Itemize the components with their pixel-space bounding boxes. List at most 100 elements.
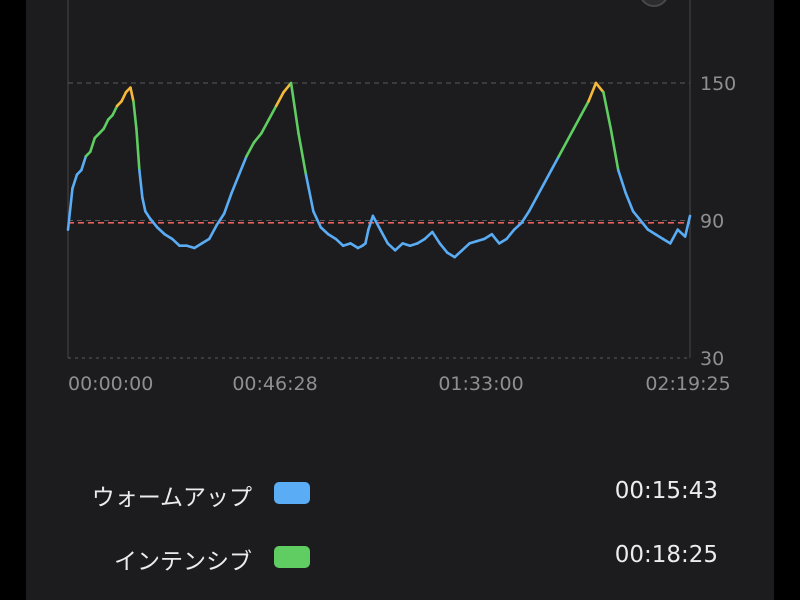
heart-rate-segment [654,232,665,241]
heart-rate-segment [587,81,598,103]
heart-rate-segment [453,248,464,259]
heart-rate-segment [550,155,561,172]
heart-rate-segment [364,228,370,245]
heart-rate-segment [445,251,456,259]
heart-rate-segment [326,232,337,241]
heart-rate-segment [602,90,613,131]
heart-rate-segment [676,228,687,238]
y-tick-label: 90 [700,211,724,233]
heart-rate-segment [155,226,166,236]
heart-rate-segment [132,100,138,131]
chart-panel [26,0,774,600]
heart-rate-segment [349,242,360,250]
heart-rate-segment [129,86,135,103]
heart-rate-segment [579,100,590,117]
heart-rate-segment [144,210,152,220]
heart-rate-segment [631,210,642,222]
y-tick-label: 150 [700,73,736,95]
heart-rate-segment [222,191,233,215]
heart-rate-segment [170,237,181,248]
heart-rate-segment [245,141,256,158]
heart-rate-segment [297,132,308,176]
scrubber-handle[interactable] [640,0,668,7]
legend-swatch-intensive [274,546,310,568]
chart-grid [67,0,691,359]
heart-rate-segment [668,228,680,245]
heart-rate-segment [616,168,627,195]
y-tick-label: 30 [700,348,724,370]
heart-rate-segment [193,242,204,250]
heart-rate-segment [371,214,382,231]
heart-rate-segment [527,196,538,213]
heart-rate-segment [237,155,248,176]
heart-rate-segment [460,242,471,252]
heart-rate-segment [367,214,375,231]
legend-duration-warmup: 00:15:43 [614,478,718,504]
heart-rate-segment [252,132,263,144]
heart-rate-segment [416,237,427,245]
heart-rate-segment [512,221,523,231]
heart-rate-segment [148,216,159,229]
heart-rate-segment [505,228,516,241]
x-tick-label: 01:33:00 [438,373,523,395]
heart-rate-segment [163,232,174,241]
heart-rate-segment [319,226,330,236]
heart-rate-segment [564,127,575,144]
heart-rate-segment [438,242,449,254]
heart-rate-segment [215,212,226,227]
heart-rate-segment [267,104,278,121]
heart-rate-segment [557,141,568,158]
heart-rate-segment [89,136,97,154]
x-tick-label: 00:46:28 [232,373,317,395]
heart-rate-segment [661,237,672,245]
heart-rate-segment [497,237,509,245]
heart-rate-segment [386,242,397,252]
heart-rate-segment [111,104,119,117]
heart-rate-series [66,81,692,259]
heart-rate-segment [423,230,434,241]
x-axis-ticks: 00:00:00 00:46:28 01:33:00 02:19:25 [68,373,731,395]
heart-rate-segment [594,81,605,94]
heart-rate-segment [230,173,241,195]
heart-rate-segment [535,182,546,199]
heart-rate-segment [624,191,635,213]
heart-rate-segment [282,81,293,94]
heart-rate-segment [542,168,553,186]
legend-label-warmup: ウォームアップ [91,485,252,511]
legend-label-intensive: インテンシブ [114,549,252,575]
heart-rate-segment [609,127,620,172]
legend-row-intensive: インテンシブ 00:18:25 [0,536,800,576]
heart-rate-segment [289,81,300,135]
heart-rate-segment [200,237,211,245]
legend-duration-intensive: 00:18:25 [614,542,718,568]
heart-rate-segment [102,118,110,131]
heart-rate-segment [312,210,323,229]
legend-swatch-warmup [274,482,310,504]
heart-rate-segment [379,228,390,245]
legend-row-warmup: ウォームアップ 00:15:43 [0,472,800,512]
heart-rate-segment [639,219,650,231]
heart-rate-segment [683,214,692,238]
x-tick-label: 02:19:25 [645,373,730,395]
heart-rate-segment [520,210,531,225]
heart-rate-segment [141,196,147,213]
x-tick-label: 00:00:00 [68,373,153,395]
heart-rate-segment [646,228,657,236]
heart-rate-segment [120,90,128,103]
heart-rate-segment [260,118,271,135]
heart-rate-segment [66,187,74,231]
heart-rate-segment [431,230,442,245]
heart-rate-segment [274,90,285,108]
heart-rate-segment [572,113,583,131]
heart-rate-segment [483,232,494,241]
heart-rate-segment [138,168,144,199]
y-axis-ticks: 150 90 30 [700,73,736,370]
heart-rate-segment [71,173,79,190]
heart-rate-segment [334,237,345,248]
heart-rate-segment [135,127,141,172]
heart-rate-segment [393,242,404,252]
heart-rate-segment [304,173,315,213]
heart-rate-segment [80,155,88,172]
heart-rate-segment [207,223,219,241]
